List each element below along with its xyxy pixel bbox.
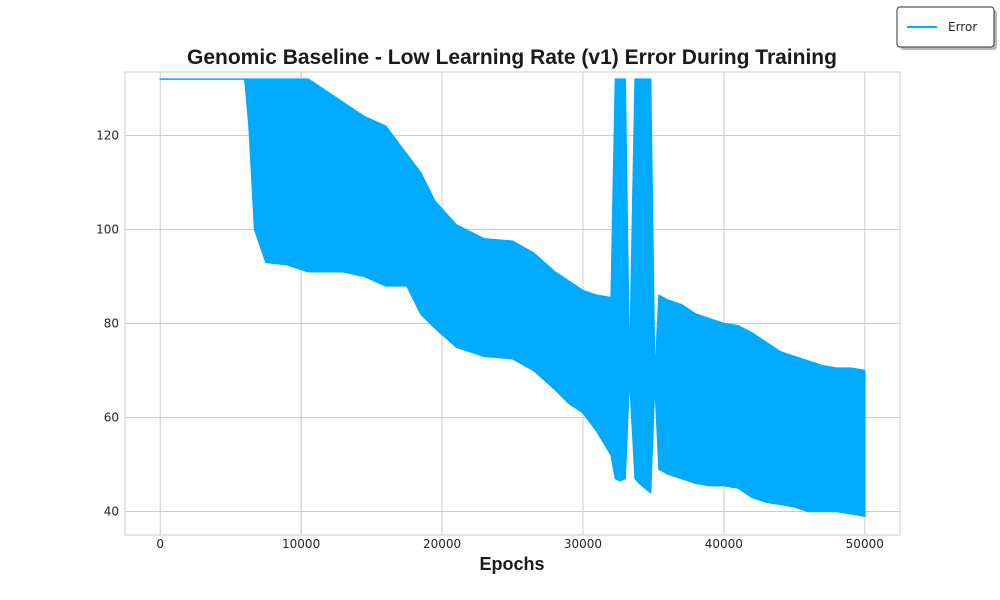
x-tick-labels: 0 10000 20000 30000 40000 50000 <box>156 537 883 551</box>
legend-label-error: Error <box>948 20 977 34</box>
chart-title: Genomic Baseline - Low Learning Rate (v1… <box>187 46 837 69</box>
y-tick-label: 80 <box>104 316 119 330</box>
y-tick-labels: 40 60 80 100 120 <box>96 128 119 518</box>
x-tick-label: 20000 <box>423 537 461 551</box>
series-error-envelope <box>159 78 866 517</box>
x-tick-label: 0 <box>156 537 164 551</box>
y-tick-label: 100 <box>96 222 119 236</box>
x-axis-label: Epochs <box>479 554 544 574</box>
plot-frame <box>124 71 901 536</box>
y-tick-label: 120 <box>96 128 119 142</box>
x-tick-label: 50000 <box>846 537 884 551</box>
legend[interactable]: Error <box>896 6 997 50</box>
y-tick-label: 40 <box>104 504 119 518</box>
x-tick-label: 10000 <box>282 537 320 551</box>
series-layer <box>159 78 866 517</box>
x-tick-label: 30000 <box>564 537 602 551</box>
x-tick-label: 40000 <box>705 537 743 551</box>
y-tick-label: 60 <box>104 410 119 424</box>
